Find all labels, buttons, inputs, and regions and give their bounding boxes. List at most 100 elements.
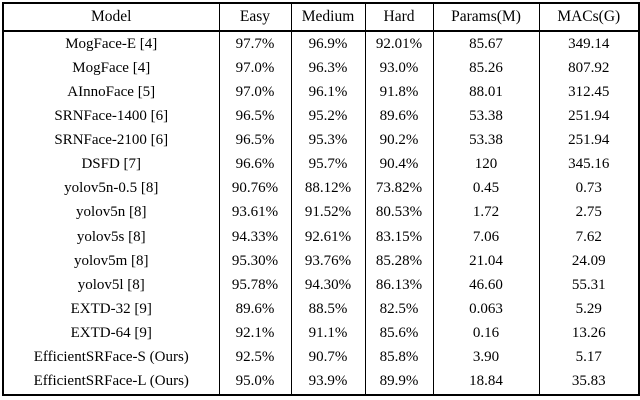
value-cell: 93.76% bbox=[290, 249, 365, 274]
model-cell: EfficientSRFace-L (Ours) bbox=[33, 373, 189, 390]
value-cell: 73.82% bbox=[364, 176, 433, 201]
value-cell: 95.2% bbox=[290, 104, 365, 129]
table-row: AInnoFace [5] 97.0% 96.1% 91.8% 88.01 312.45 bbox=[3, 80, 639, 105]
value-cell: 96.5% bbox=[218, 128, 291, 153]
value-cell: 97.7% bbox=[218, 31, 291, 57]
value-cell: 55.31 bbox=[538, 273, 639, 298]
value-cell: 88.01 bbox=[432, 80, 539, 105]
value-cell: 53.38 bbox=[432, 128, 539, 153]
value-cell: 18.84 bbox=[432, 369, 539, 395]
table-row: yolov5n-0.5 [8] 90.76% 88.12% 73.82% 0.45 0.7… bbox=[3, 176, 639, 201]
value-cell: 93.0% bbox=[364, 56, 433, 81]
column-header-model: Model bbox=[3, 3, 219, 32]
table-row: yolov5n [8] 93.61% 91.52% 80.53% 1.72 2.75 bbox=[3, 200, 639, 225]
model-cell: SRNFace-1400 [6] bbox=[54, 107, 169, 124]
table-row: MogFace-E [4] 97.7% 96.9% 92.01% 85.67 349.14 bbox=[3, 31, 639, 57]
value-cell: 0.16 bbox=[432, 321, 539, 346]
value-cell: 96.6% bbox=[218, 152, 291, 177]
model-cell: yolov5l [8] bbox=[77, 276, 145, 293]
value-cell: 5.17 bbox=[538, 345, 639, 370]
table-row: EfficientSRFace-S (Ours) 92.5% 90.7% 85.8% 3… bbox=[3, 345, 639, 370]
value-cell: 95.7% bbox=[290, 152, 365, 177]
column-header-medium: Medium bbox=[290, 3, 365, 32]
value-cell: 97.0% bbox=[218, 56, 291, 81]
value-cell: 0.73 bbox=[538, 176, 639, 201]
value-cell: 46.60 bbox=[432, 273, 539, 298]
model-cell: AInnoFace [5] bbox=[67, 83, 156, 100]
value-cell: 120 bbox=[432, 152, 539, 177]
value-cell: 89.6% bbox=[364, 104, 433, 129]
value-cell: 92.01% bbox=[364, 31, 433, 57]
value-cell: 1.72 bbox=[432, 200, 539, 225]
value-cell: 90.76% bbox=[218, 176, 291, 201]
table-row: yolov5m [8] 95.30% 93.76% 85.28% 21.04 24.09 bbox=[3, 249, 639, 274]
value-cell: 21.04 bbox=[432, 249, 539, 274]
model-cell: SRNFace-2100 [6] bbox=[54, 132, 169, 149]
value-cell: 2.75 bbox=[538, 200, 639, 225]
column-header-hard: Hard bbox=[364, 3, 433, 32]
model-cell: EXTD-32 [9] bbox=[70, 300, 152, 317]
table-row: yolov5s [8] 94.33% 92.61% 83.15% 7.06 7.62 bbox=[3, 225, 639, 250]
value-cell: 93.61% bbox=[218, 200, 291, 225]
value-cell: 88.5% bbox=[290, 297, 365, 322]
value-cell: 85.6% bbox=[364, 321, 433, 346]
model-cell: DSFD [7] bbox=[81, 156, 142, 173]
value-cell: 92.5% bbox=[218, 345, 291, 370]
header-row: Model Easy Medium Hard Params(M) MACs(G) bbox=[3, 3, 639, 32]
value-cell: 82.5% bbox=[364, 297, 433, 322]
value-cell: 94.30% bbox=[290, 273, 365, 298]
table-row: EXTD-64 [9] 92.1% 91.1% 85.6% 0.16 13.26 bbox=[3, 321, 639, 346]
value-cell: 85.28% bbox=[364, 249, 433, 274]
value-cell: 85.67 bbox=[432, 31, 539, 57]
table-row: yolov5l [8] 95.78% 94.30% 86.13% 46.60 55.31 bbox=[3, 273, 639, 298]
value-cell: 92.1% bbox=[218, 321, 291, 346]
value-cell: 93.9% bbox=[290, 369, 365, 395]
column-header-easy: Easy bbox=[218, 3, 291, 32]
value-cell: 96.9% bbox=[290, 31, 365, 57]
column-header-params: Params(M) bbox=[432, 3, 539, 32]
value-cell: 91.1% bbox=[290, 321, 365, 346]
value-cell: 95.78% bbox=[218, 273, 291, 298]
value-cell: 7.62 bbox=[538, 225, 639, 250]
value-cell: 251.94 bbox=[538, 128, 639, 153]
value-cell: 97.0% bbox=[218, 80, 291, 105]
value-cell: 312.45 bbox=[538, 80, 639, 105]
value-cell: 80.53% bbox=[364, 200, 433, 225]
value-cell: 35.83 bbox=[538, 369, 639, 395]
value-cell: 88.12% bbox=[290, 176, 365, 201]
value-cell: 349.14 bbox=[538, 31, 639, 57]
value-cell: 95.0% bbox=[218, 369, 291, 395]
model-cell: MogFace-E [4] bbox=[65, 35, 158, 52]
model-cell: MogFace [4] bbox=[72, 59, 151, 76]
value-cell: 7.06 bbox=[432, 225, 539, 250]
model-cell: EXTD-64 [9] bbox=[70, 325, 152, 342]
table-row: EfficientSRFace-L (Ours) 95.0% 93.9% 89.9% 1… bbox=[3, 369, 639, 395]
value-cell: 0.063 bbox=[432, 297, 539, 322]
value-cell: 89.6% bbox=[218, 297, 291, 322]
value-cell: 3.90 bbox=[432, 345, 539, 370]
table-row: DSFD [7] 96.6% 95.7% 90.4% 120 345.16 bbox=[3, 152, 639, 177]
value-cell: 807.92 bbox=[538, 56, 639, 81]
value-cell: 95.30% bbox=[218, 249, 291, 274]
value-cell: 90.7% bbox=[290, 345, 365, 370]
table-row: EXTD-32 [9] 89.6% 88.5% 82.5% 0.063 5.29 bbox=[3, 297, 639, 322]
value-cell: 53.38 bbox=[432, 104, 539, 129]
model-cell: EfficientSRFace-S (Ours) bbox=[33, 349, 189, 366]
value-cell: 5.29 bbox=[538, 297, 639, 322]
table-row: SRNFace-2100 [6] 96.5% 95.3% 90.2% 53.38 251.… bbox=[3, 128, 639, 153]
model-cell: yolov5m [8] bbox=[73, 252, 149, 269]
model-cell: yolov5n [8] bbox=[76, 204, 147, 221]
table-body: MogFace-E [4] 97.7% 96.9% 92.01% 85.67 349.14… bbox=[3, 31, 639, 395]
value-cell: 95.3% bbox=[290, 128, 365, 153]
value-cell: 94.33% bbox=[218, 225, 291, 250]
value-cell: 96.5% bbox=[218, 104, 291, 129]
column-header-macs: MACs(G) bbox=[538, 3, 639, 32]
value-cell: 83.15% bbox=[364, 225, 433, 250]
value-cell: 86.13% bbox=[364, 273, 433, 298]
value-cell: 0.45 bbox=[432, 176, 539, 201]
value-cell: 85.8% bbox=[364, 345, 433, 370]
table-row: MogFace [4] 97.0% 96.3% 93.0% 85.26 807.92 bbox=[3, 56, 639, 81]
value-cell: 89.9% bbox=[364, 369, 433, 395]
